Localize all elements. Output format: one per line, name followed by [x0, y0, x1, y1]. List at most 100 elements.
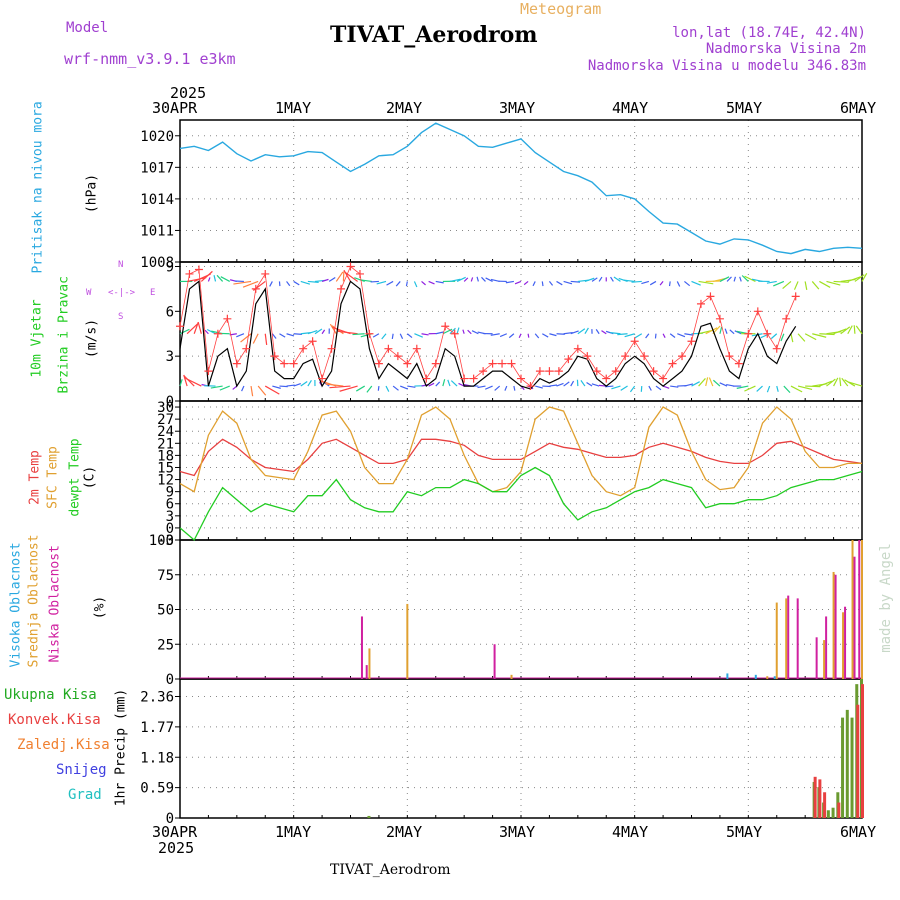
wind-barb — [514, 280, 522, 285]
precip-bar-convective — [813, 776, 817, 818]
pressure-line — [179, 122, 863, 255]
wind-barb — [773, 280, 785, 287]
wind-barb — [395, 281, 401, 287]
gust-point — [223, 314, 232, 323]
model-label: Model — [66, 20, 109, 36]
wind-barb — [197, 321, 202, 334]
wind-barb — [624, 333, 635, 338]
pressure-ytick-label: 1008 — [140, 255, 174, 271]
cloud-bar-mid — [368, 648, 371, 679]
wind-barb — [684, 383, 694, 387]
wind-barb — [449, 327, 456, 335]
cloud-bar-low — [834, 574, 837, 679]
gust-point — [403, 359, 412, 368]
wind-barb — [733, 276, 737, 282]
wind-barb — [499, 333, 508, 338]
cloud-bar-mid — [775, 602, 778, 679]
wind-barb — [669, 333, 676, 339]
cloud-bar-high — [754, 674, 757, 679]
location-coords: lon,lat (18.74E, 42.4N) — [672, 25, 866, 41]
wind-barb — [329, 385, 351, 389]
clouds-ytick-label: 25 — [157, 637, 174, 653]
wind-barb — [770, 333, 778, 340]
gust-point — [374, 359, 383, 368]
wind-barb — [241, 385, 245, 392]
pressure-panel: 1008 1011 1014 1017 1020 — [140, 119, 863, 271]
wind-barb — [556, 333, 565, 335]
cloud-bar-mid — [406, 603, 409, 679]
gust-point — [507, 359, 516, 368]
gust-point — [772, 344, 781, 353]
wind-barb — [257, 385, 267, 396]
wind-ytick-label: 0 — [166, 394, 174, 410]
wind-barb — [328, 276, 336, 282]
wind-barb — [428, 382, 435, 387]
gust-point — [431, 359, 440, 368]
gust-point — [554, 367, 563, 376]
wind-barb — [804, 333, 817, 341]
wind-barb — [556, 382, 564, 387]
cloud-bar-high — [726, 673, 729, 679]
wind-barb — [797, 385, 813, 391]
cloud-bar-mid — [510, 674, 513, 679]
wind-barb — [447, 379, 451, 387]
wind-barb — [819, 380, 833, 387]
cloud-bar-low — [858, 540, 861, 679]
wind-barb — [790, 385, 803, 393]
temperature-ytick-label: 15 — [157, 460, 174, 476]
wind-barb — [705, 377, 709, 387]
wind-barb — [659, 281, 664, 286]
compass-cross-icon: <-|-> — [108, 288, 136, 298]
wind-barb — [811, 281, 820, 290]
wind-barb — [676, 281, 681, 287]
gust-point — [535, 367, 544, 376]
gust-point — [242, 344, 251, 353]
wind-barb — [729, 329, 735, 335]
wind-barb — [377, 385, 380, 391]
gust-point — [611, 367, 620, 376]
gust-point — [232, 359, 241, 368]
wind-barb — [343, 269, 352, 282]
clouds-ytick-label: 0 — [166, 672, 174, 688]
wind-barb — [372, 333, 380, 338]
wind-barb — [833, 377, 839, 387]
precip-legend-total: Ukupna Kisa — [4, 687, 97, 703]
compass-s: S — [118, 312, 124, 322]
wind-barb — [271, 333, 277, 339]
wind-barb — [490, 278, 500, 283]
wind-barb — [413, 281, 418, 288]
temperature-ytick-label: 3 — [166, 509, 174, 525]
precip-ytick-label: 0 — [166, 811, 174, 827]
date-bottom-4: 4MAY — [612, 823, 649, 841]
wind-barb — [584, 327, 589, 335]
wind-barb — [591, 277, 598, 282]
wind-barb — [337, 330, 358, 335]
precip-bar-convective — [837, 802, 841, 818]
wind-barb — [216, 274, 224, 282]
wind-barb — [527, 333, 530, 338]
wind-barb — [833, 328, 847, 335]
temperature-ytick-label: -3 — [157, 533, 174, 549]
gust-point — [308, 337, 317, 346]
wind-barb — [610, 332, 621, 335]
wind-barb — [406, 333, 413, 339]
wind-barb — [670, 385, 679, 388]
precip-legend-snow: Snijeg — [56, 762, 107, 778]
gust-point — [649, 367, 658, 376]
temperature-ytick-label: 24 — [157, 424, 174, 440]
wind-barb — [654, 333, 657, 339]
wind-barb — [698, 378, 706, 387]
gust-point — [678, 352, 687, 361]
wind-barb — [210, 385, 223, 389]
wind-barb — [421, 280, 426, 286]
temperature-ytick-label: 18 — [157, 448, 174, 464]
gust-point — [422, 374, 431, 383]
wind-ytick-label: 9 — [166, 259, 174, 275]
wind-barb — [435, 280, 444, 284]
wind-barb — [407, 385, 416, 388]
gust-point — [469, 374, 478, 383]
clouds-ytick-label: 50 — [157, 603, 174, 619]
gust-point — [630, 337, 639, 346]
